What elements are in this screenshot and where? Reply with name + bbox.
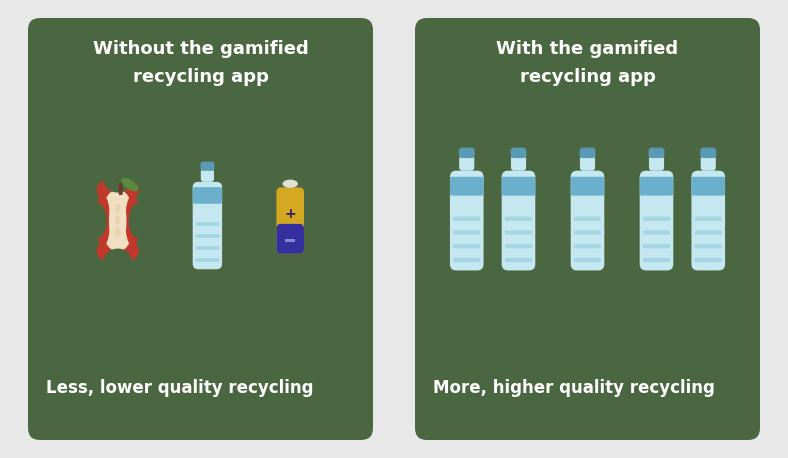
FancyBboxPatch shape <box>580 156 595 171</box>
Ellipse shape <box>96 238 139 264</box>
Ellipse shape <box>115 228 121 237</box>
Ellipse shape <box>96 177 139 203</box>
FancyBboxPatch shape <box>643 244 670 248</box>
FancyBboxPatch shape <box>505 244 532 248</box>
FancyBboxPatch shape <box>649 147 664 158</box>
FancyBboxPatch shape <box>701 156 716 171</box>
FancyBboxPatch shape <box>201 169 214 182</box>
FancyBboxPatch shape <box>28 18 373 440</box>
FancyBboxPatch shape <box>119 183 123 195</box>
Ellipse shape <box>121 178 138 191</box>
FancyBboxPatch shape <box>649 156 664 171</box>
FancyBboxPatch shape <box>195 234 219 238</box>
Ellipse shape <box>104 169 132 192</box>
FancyBboxPatch shape <box>643 217 670 221</box>
FancyBboxPatch shape <box>505 258 532 262</box>
Ellipse shape <box>87 202 106 239</box>
Ellipse shape <box>115 204 121 213</box>
FancyBboxPatch shape <box>571 171 604 270</box>
FancyBboxPatch shape <box>193 182 222 269</box>
FancyBboxPatch shape <box>574 230 601 234</box>
FancyBboxPatch shape <box>574 258 601 262</box>
Ellipse shape <box>125 195 140 246</box>
FancyBboxPatch shape <box>694 244 722 248</box>
FancyBboxPatch shape <box>694 230 722 234</box>
Ellipse shape <box>115 216 121 225</box>
Text: More, higher quality recycling: More, higher quality recycling <box>433 379 715 397</box>
Text: With the gamified
recycling app: With the gamified recycling app <box>496 40 678 86</box>
FancyBboxPatch shape <box>450 177 484 196</box>
FancyBboxPatch shape <box>694 217 722 221</box>
FancyBboxPatch shape <box>643 230 670 234</box>
Text: Without the gamified
recycling app: Without the gamified recycling app <box>93 40 308 86</box>
FancyBboxPatch shape <box>505 217 532 221</box>
Ellipse shape <box>95 195 110 246</box>
FancyBboxPatch shape <box>502 177 535 196</box>
FancyBboxPatch shape <box>453 244 481 248</box>
FancyBboxPatch shape <box>701 147 716 158</box>
FancyBboxPatch shape <box>459 156 474 171</box>
FancyBboxPatch shape <box>453 217 481 221</box>
FancyBboxPatch shape <box>574 217 601 221</box>
FancyBboxPatch shape <box>691 171 725 270</box>
Ellipse shape <box>128 202 149 239</box>
Ellipse shape <box>104 249 132 273</box>
FancyBboxPatch shape <box>415 18 760 440</box>
Ellipse shape <box>106 191 134 251</box>
FancyBboxPatch shape <box>200 162 214 171</box>
FancyBboxPatch shape <box>643 258 670 262</box>
FancyBboxPatch shape <box>511 147 526 158</box>
Text: +: + <box>284 207 296 221</box>
Bar <box>285 239 295 242</box>
FancyBboxPatch shape <box>574 244 601 248</box>
FancyBboxPatch shape <box>459 147 474 158</box>
FancyBboxPatch shape <box>511 156 526 171</box>
Ellipse shape <box>102 191 129 251</box>
Ellipse shape <box>110 192 125 249</box>
FancyBboxPatch shape <box>502 171 535 270</box>
FancyBboxPatch shape <box>579 147 596 158</box>
FancyBboxPatch shape <box>453 230 481 234</box>
FancyBboxPatch shape <box>694 258 722 262</box>
FancyBboxPatch shape <box>453 258 481 262</box>
FancyBboxPatch shape <box>505 230 532 234</box>
Ellipse shape <box>282 180 298 188</box>
FancyBboxPatch shape <box>193 187 222 204</box>
FancyBboxPatch shape <box>640 171 673 270</box>
FancyBboxPatch shape <box>640 177 673 196</box>
FancyBboxPatch shape <box>571 177 604 196</box>
FancyBboxPatch shape <box>195 258 219 262</box>
FancyBboxPatch shape <box>195 222 219 226</box>
FancyBboxPatch shape <box>277 224 304 254</box>
FancyBboxPatch shape <box>195 246 219 250</box>
Text: Less, lower quality recycling: Less, lower quality recycling <box>46 379 314 397</box>
FancyBboxPatch shape <box>691 177 725 196</box>
Ellipse shape <box>109 193 126 248</box>
FancyBboxPatch shape <box>277 187 304 254</box>
FancyBboxPatch shape <box>450 171 484 270</box>
